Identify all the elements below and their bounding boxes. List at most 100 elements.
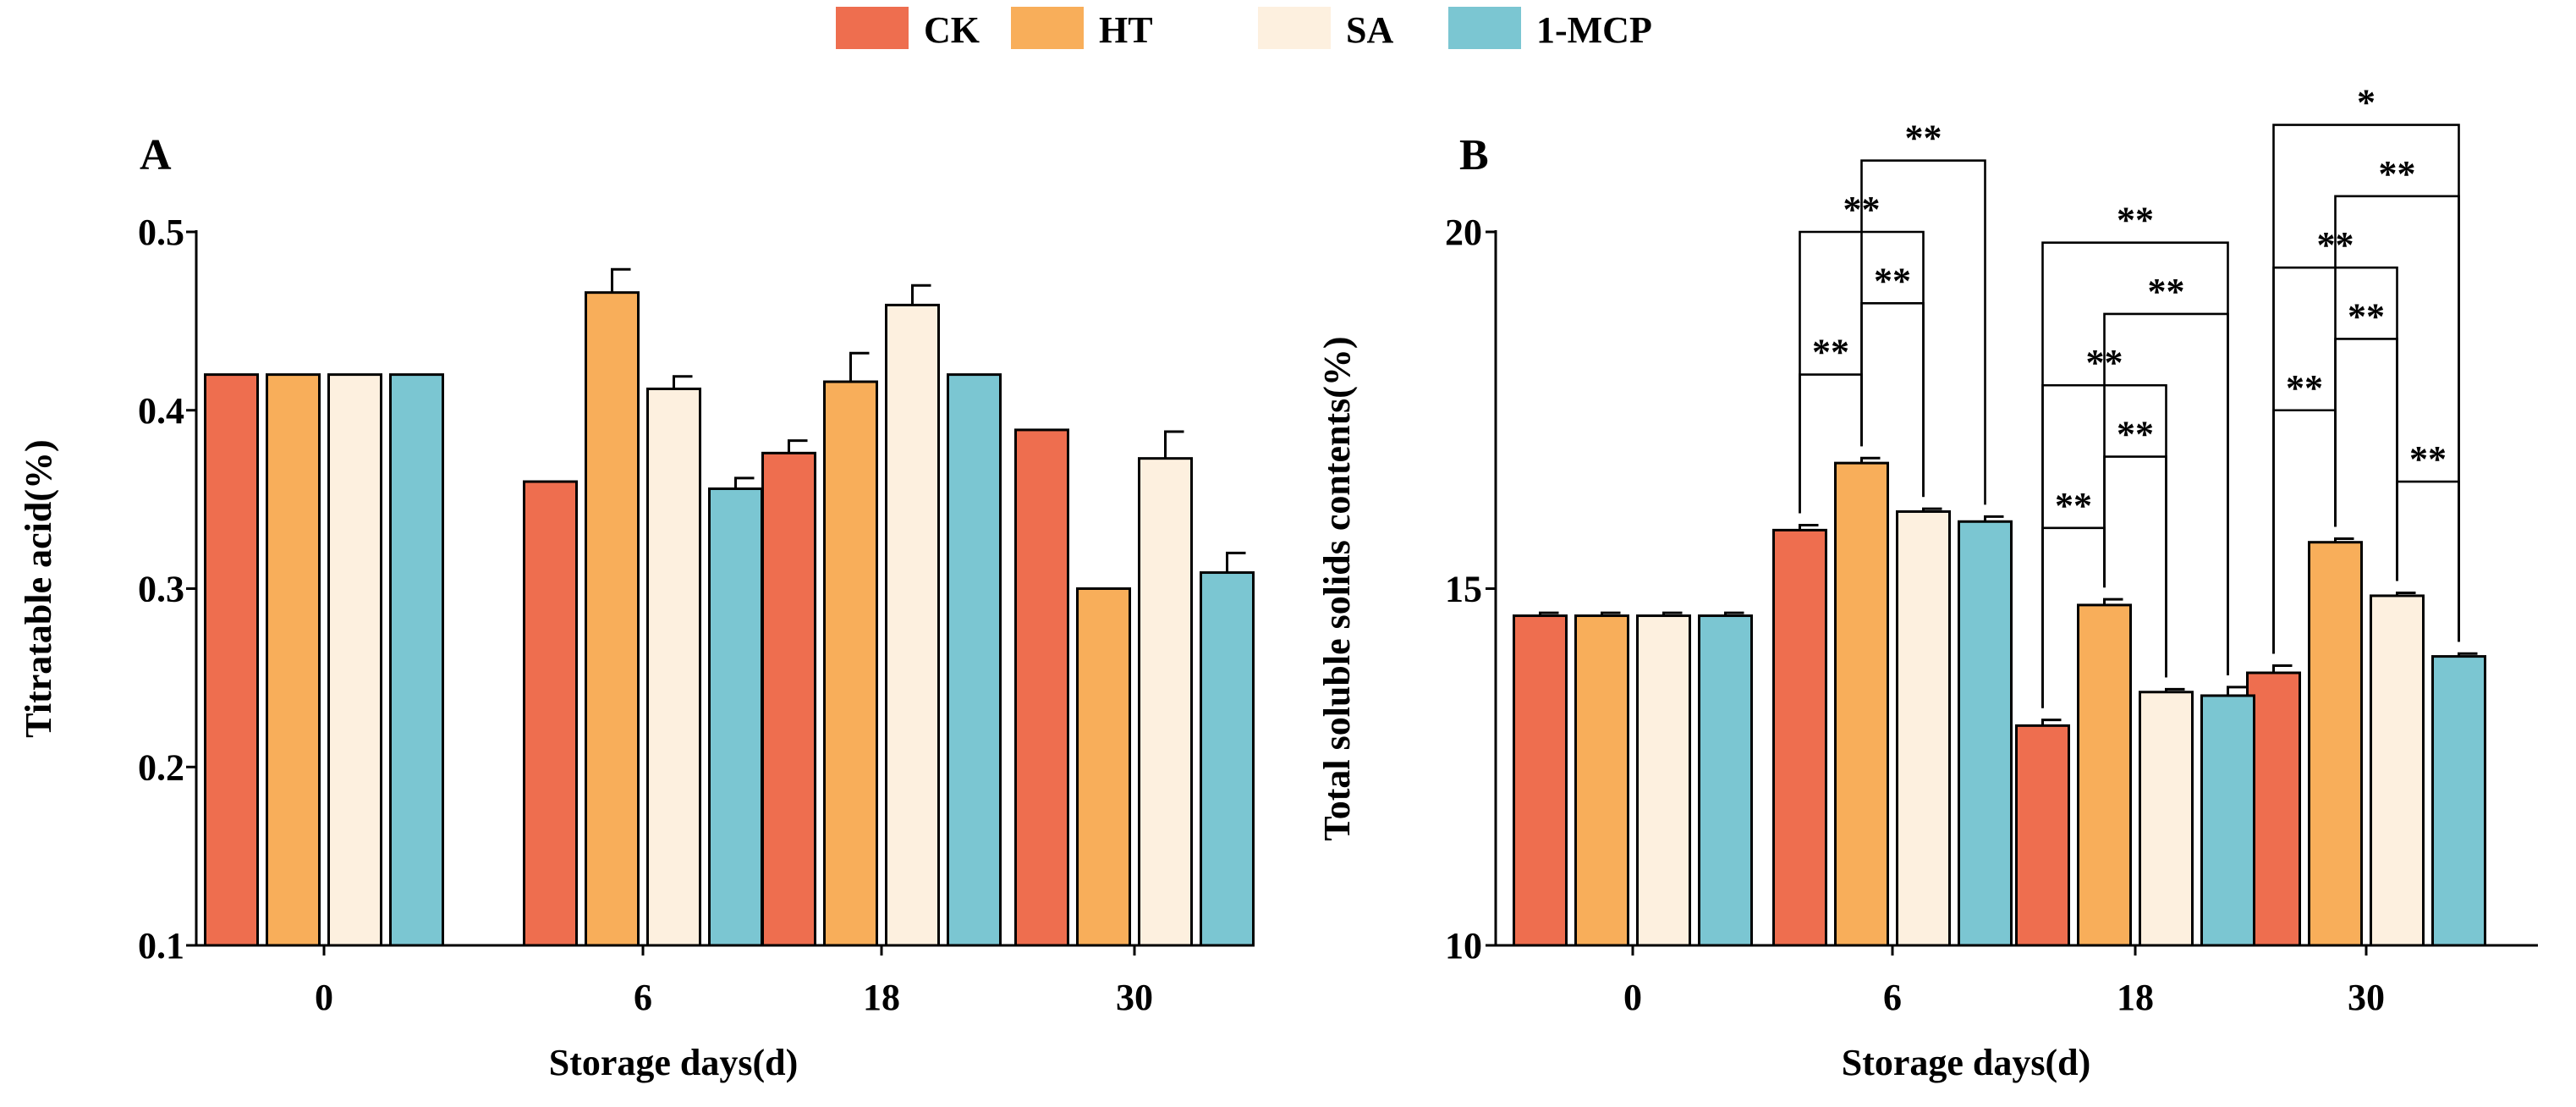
y-tick-label: 15 xyxy=(1445,569,1482,610)
error-bar-1-mcp-day-18 xyxy=(2227,686,2247,696)
y-axis-label: Titratable acid(%) xyxy=(18,439,59,737)
legend-swatch-sa xyxy=(1258,7,1331,49)
error-bar-ht-day-18 xyxy=(849,351,870,383)
error-bar-1-mcp-day-6 xyxy=(1984,515,2004,522)
bar-sa-day-6 xyxy=(1896,509,1951,947)
bar-sa-day-0 xyxy=(327,373,382,947)
error-bar-1-mcp-day-30 xyxy=(2458,652,2478,657)
y-tick-label: 20 xyxy=(1445,212,1482,253)
error-bar-1-mcp-day-30 xyxy=(1226,551,1246,573)
significance-label: ** xyxy=(2286,367,2323,409)
bar-ht-day-0 xyxy=(1574,614,1629,947)
x-tick-label: 18 xyxy=(2117,977,2154,1018)
bar-sa-day-18 xyxy=(885,303,940,947)
error-bar-ck-day-0 xyxy=(1539,611,1559,616)
bar-1-mcp-day-18 xyxy=(947,373,1002,947)
panel-a: A 0.1 0.2 0.3 0.4 0.5 Titratable acid(%) 0 6 18 30… xyxy=(18,131,1255,1083)
error-bar-sa-day-30 xyxy=(1164,430,1184,459)
x-tick-label: 30 xyxy=(2348,977,2385,1018)
bar-ck-day-0 xyxy=(1513,614,1568,947)
y-tick-label: 10 xyxy=(1445,925,1482,967)
error-bar-sa-day-0 xyxy=(1662,611,1683,616)
error-bar-sa-day-6 xyxy=(1922,507,1942,512)
panel-label: A xyxy=(140,131,172,179)
legend-swatch-ht xyxy=(1011,7,1084,49)
y-tick-label: 0.5 xyxy=(138,212,184,253)
error-bar-ht-day-18 xyxy=(2103,598,2123,605)
significance-label: ** xyxy=(2348,295,2385,337)
error-bar-ht-day-6 xyxy=(611,267,631,293)
bar-ck-day-30 xyxy=(1014,428,1069,947)
error-bar-sa-day-18 xyxy=(911,284,931,306)
significance-bracket xyxy=(1860,159,1986,505)
legend-label-1-mcp: 1-MCP xyxy=(1536,9,1652,51)
legend: CK HT SA 1-MCP xyxy=(836,7,1652,51)
significance-label: ** xyxy=(1874,260,1911,301)
x-tick-label: 30 xyxy=(1116,977,1153,1018)
bar-sa-day-30 xyxy=(1138,457,1193,947)
bar-sa-day-6 xyxy=(646,387,701,947)
error-bar-ck-day-30 xyxy=(2272,664,2293,673)
legend-swatch-1-mcp xyxy=(1448,7,1521,49)
significance-label: ** xyxy=(2379,153,2416,195)
x-tick-label: 18 xyxy=(863,977,900,1018)
error-bar-sa-day-30 xyxy=(2396,592,2416,596)
bar-ht-day-6 xyxy=(1834,461,1889,947)
bar-sa-day-0 xyxy=(1636,614,1691,947)
y-tick-label: 0.4 xyxy=(138,390,184,432)
significance-label: ** xyxy=(2148,271,2185,312)
bar-ck-day-18 xyxy=(2015,724,2070,947)
x-axis-label: Storage days(d) xyxy=(549,1042,799,1083)
error-bar-ck-day-6 xyxy=(1799,523,1819,531)
bar-ht-day-18 xyxy=(2077,603,2132,947)
bar-1-mcp-day-30 xyxy=(1200,571,1255,947)
significance-label: ** xyxy=(2117,200,2154,241)
x-tick-label: 6 xyxy=(1883,977,1902,1018)
legend-swatch-ck xyxy=(836,7,909,49)
y-axis-label: Total soluble solids contents(%) xyxy=(1316,336,1358,840)
y-tick-label: 0.3 xyxy=(138,569,184,610)
error-bar-1-mcp-day-6 xyxy=(734,476,755,489)
bar-1-mcp-day-6 xyxy=(1958,520,2013,947)
error-bar-ck-day-18 xyxy=(2041,719,2062,726)
legend-label-sa: SA xyxy=(1346,9,1393,51)
bar-ht-day-30 xyxy=(1076,587,1131,947)
bar-ht-day-18 xyxy=(823,380,878,947)
x-tick-label: 0 xyxy=(315,977,333,1018)
bar-1-mcp-day-0 xyxy=(1698,614,1753,947)
significance-bracket xyxy=(2272,124,2460,654)
bar-ht-day-6 xyxy=(585,291,640,947)
error-bar-1-mcp-day-0 xyxy=(1724,611,1744,616)
error-bar-ht-day-6 xyxy=(1860,456,1881,464)
x-tick-label: 6 xyxy=(634,977,652,1018)
significance-label: * xyxy=(2357,82,2376,124)
bar-1-mcp-day-18 xyxy=(2200,694,2255,947)
bar-1-mcp-day-30 xyxy=(2431,655,2486,947)
bar-ht-day-0 xyxy=(266,373,321,947)
y-tick-label: 0.2 xyxy=(138,746,184,788)
bar-ck-day-18 xyxy=(761,451,816,947)
panel-label: B xyxy=(1459,131,1489,179)
significance-label: ** xyxy=(1905,118,1942,159)
panel-b: B 10 15 20 Total soluble solids contents(%) 0… xyxy=(1316,82,2538,1083)
x-axis-label: Storage days(d) xyxy=(1842,1042,2091,1083)
error-bar-ht-day-30 xyxy=(2334,537,2354,542)
bar-1-mcp-day-6 xyxy=(708,487,763,947)
y-tick-label: 0.1 xyxy=(138,925,184,967)
significance-label: ** xyxy=(2055,485,2092,526)
error-bar-sa-day-6 xyxy=(673,375,693,389)
significance-bracket xyxy=(2041,241,2229,708)
significance-label: ** xyxy=(1812,332,1849,373)
bar-ck-day-6 xyxy=(523,480,578,947)
legend-label-ck: CK xyxy=(924,9,980,51)
legend-label-ht: HT xyxy=(1099,9,1153,51)
error-bar-ck-day-18 xyxy=(788,439,808,454)
bar-ck-day-0 xyxy=(204,373,259,947)
bar-sa-day-18 xyxy=(2139,691,2194,947)
bar-ht-day-30 xyxy=(2308,541,2363,947)
error-bar-sa-day-18 xyxy=(2165,687,2185,692)
x-tick-label: 0 xyxy=(1623,977,1642,1018)
bar-ck-day-6 xyxy=(1772,528,1827,947)
error-bar-ht-day-0 xyxy=(1601,611,1621,616)
